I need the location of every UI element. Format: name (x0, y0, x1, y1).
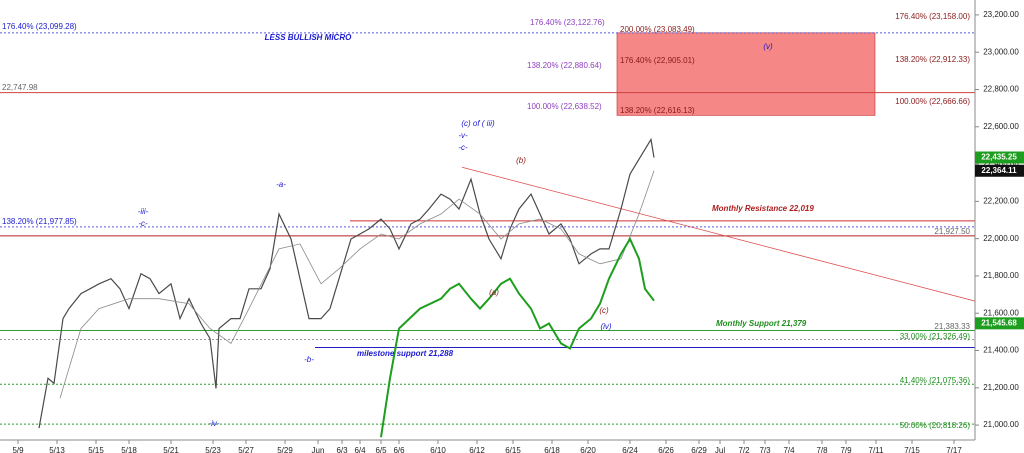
annotation: milestone support 21,288 (357, 349, 454, 358)
y-tick-label: 21,200.00 (983, 383, 1019, 392)
x-tick-label: 5/29 (277, 446, 293, 453)
annotation: 100.00% (22,666.66) (895, 97, 970, 106)
annotation: (iv) (600, 322, 611, 331)
annotation: 100.00% (22,638.52) (527, 102, 602, 111)
y-tick-label: 22,600.00 (983, 122, 1019, 131)
price-tag-label: 22,364.11 (981, 166, 1017, 175)
annotation: 21,383.33 (934, 322, 970, 331)
annotation: -c- (458, 143, 468, 152)
price-tag (975, 164, 1024, 177)
x-tick-label: 6/5 (375, 446, 387, 453)
y-tick-label: 22,400.00 (983, 159, 1019, 168)
annotation: Monthly Resistance 22,019 (712, 204, 814, 213)
x-tick-label: 7/15 (904, 446, 920, 453)
axis-panel (975, 0, 1024, 453)
annotation: 200.00% (23,083.49) (620, 25, 695, 34)
annotation: 41.40% (21,075.36) (900, 376, 971, 385)
annotation: 176.40% (23,122.76) (530, 18, 605, 27)
x-tick-label: 5/23 (205, 446, 221, 453)
annotation: 33.00% (21,326.49) (900, 332, 971, 341)
trend-line (461, 166, 1024, 314)
annotation: 176.40% (22,905.01) (620, 56, 695, 65)
annotation: 22,747.98 (2, 83, 38, 92)
x-tick-label: 5/18 (121, 446, 137, 453)
x-tick-label: 6/4 (354, 446, 366, 453)
price-tag (975, 151, 1024, 164)
annotation: -iii- (138, 207, 149, 216)
x-tick-label: 6/10 (430, 446, 446, 453)
annotation: -b- (304, 355, 314, 364)
annotation: -c- (138, 219, 148, 228)
y-tick-label: 21,600.00 (983, 308, 1019, 317)
series-line (38, 137, 655, 429)
annotation: 138.20% (22,912.33) (895, 55, 970, 64)
x-tick-label: 5/9 (12, 446, 24, 453)
x-tick-label: 7/9 (840, 446, 852, 453)
annotation: 50.00% (20,818.26) (900, 421, 971, 430)
annotation: -a- (276, 180, 286, 189)
y-tick-label: 21,800.00 (983, 271, 1019, 280)
annotation: 138.20% (22,880.64) (527, 61, 602, 70)
x-tick-label: 6/26 (658, 446, 674, 453)
series-line (380, 236, 655, 438)
x-tick-label: 6/24 (622, 446, 638, 453)
x-tick-label: 7/11 (869, 446, 885, 453)
y-tick-label: 22,200.00 (983, 196, 1019, 205)
x-tick-label: 5/27 (238, 446, 254, 453)
x-tick-label: 7/4 (783, 446, 795, 453)
annotation: 176.40% (23,158.00) (895, 12, 970, 21)
x-tick-label: 7/2 (738, 446, 750, 453)
annotation: (c) (599, 306, 609, 315)
annotation: LESS BULLISH MICRO (265, 33, 352, 42)
price-tag-label: 21,545.68 (981, 318, 1017, 327)
x-tick-label: 5/13 (49, 446, 65, 453)
annotation: 138.20% (22,616.13) (620, 106, 695, 115)
y-tick-label: 21,000.00 (983, 420, 1019, 429)
annotation: -iv- (208, 419, 219, 428)
x-tick-label: 6/29 (691, 446, 707, 453)
target-zone (616, 32, 876, 116)
x-tick-label: 6/6 (393, 446, 405, 453)
x-tick-label: 6/12 (469, 446, 485, 453)
series-line (59, 170, 655, 399)
annotation: Monthly Support 21,379 (716, 319, 807, 328)
y-tick-label: 22,800.00 (983, 85, 1019, 94)
x-tick-label: 7/8 (816, 446, 828, 453)
annotation: (v) (763, 42, 773, 51)
annotation: (a) (489, 288, 499, 297)
x-tick-label: 5/21 (163, 446, 179, 453)
x-tick-label: 7/3 (759, 446, 771, 453)
x-tick-label: 6/20 (580, 446, 596, 453)
annotation: 138.20% (21,977.85) (2, 217, 77, 226)
annotation: 21,927.50 (934, 227, 970, 236)
x-tick-label: Jul (715, 446, 725, 453)
y-tick-label: 23,200.00 (983, 10, 1019, 19)
x-tick-label: Jun (312, 446, 325, 453)
price-tag (975, 317, 1024, 330)
x-tick-label: 6/15 (505, 446, 521, 453)
annotation: -v- (458, 131, 468, 140)
x-tick-label: 7/17 (946, 446, 962, 453)
y-tick-label: 21,400.00 (983, 346, 1019, 355)
y-tick-label: 22,000.00 (983, 234, 1019, 243)
annotation: (c) of ( iii) (461, 119, 495, 128)
price-tag-label: 22,435.25 (981, 153, 1017, 162)
x-tick-label: 5/15 (88, 446, 104, 453)
annotation: 176.40% (23,099.28) (2, 22, 77, 31)
y-tick-label: 23,000.00 (983, 47, 1019, 56)
annotation: (b) (516, 156, 526, 165)
x-tick-label: 6/3 (336, 446, 348, 453)
x-tick-label: 6/18 (544, 446, 560, 453)
